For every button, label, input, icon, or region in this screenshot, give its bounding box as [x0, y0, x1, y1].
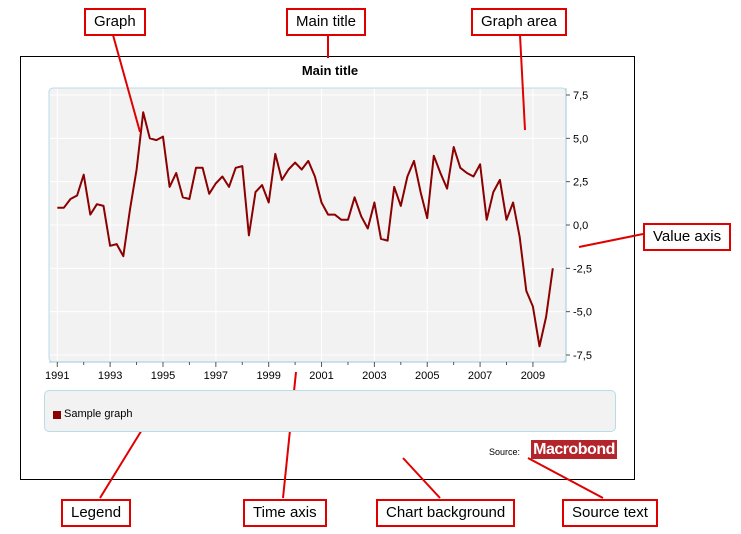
legend-label: Sample graph [64, 408, 133, 420]
callout-chart-background: Chart background [376, 499, 516, 527]
callout-graph: Graph [84, 8, 146, 36]
y-tick-label: -2,5 [573, 263, 592, 275]
plot-layer: 7,5 5,0 2,5 0,0 -2,5 -5,0 -7,5 1991 1993 1995 1997… [45, 87, 592, 382]
callout-line-chart-background [402, 457, 441, 499]
callout-line-graph-area [519, 34, 526, 131]
series-line [57, 111, 554, 348]
y-tick-label: 7,5 [573, 90, 588, 102]
x-tick-label: 1995 [151, 370, 175, 382]
x-tick-label: 2005 [415, 370, 439, 382]
callout-graph-area: Graph area [471, 8, 567, 36]
x-tick-label: 1997 [204, 370, 228, 382]
legend: Sample graph [44, 390, 616, 432]
y-tick-label: -7,5 [573, 350, 592, 362]
x-tick-label: 2001 [309, 370, 333, 382]
x-tick-label: 1993 [98, 370, 122, 382]
y-tick-label: 5,0 [573, 133, 588, 145]
callout-source-text: Source text [562, 499, 658, 527]
y-tick-label: 2,5 [573, 177, 588, 189]
x-tick-label: 2003 [362, 370, 386, 382]
x-tick-label: 2009 [521, 370, 545, 382]
callout-time-axis: Time axis [243, 499, 327, 527]
callout-legend: Legend [61, 499, 132, 527]
x-tick-label: 2007 [468, 370, 492, 382]
source-label: Source: [489, 447, 521, 457]
y-tick-label: -5,0 [573, 307, 592, 319]
x-tick-label: 1991 [45, 370, 69, 382]
callout-line-source-text [527, 457, 604, 499]
callout-main-title: Main title [286, 8, 367, 36]
callout-lines [99, 34, 644, 499]
callout-value-axis: Value axis [643, 223, 732, 251]
chart-title: Main title [301, 63, 359, 78]
legend-swatch [53, 411, 61, 419]
callout-line-value-axis [578, 233, 644, 248]
y-tick-label: 0,0 [573, 220, 588, 232]
x-tick-label: 1999 [256, 370, 280, 382]
callout-line-graph [112, 34, 141, 133]
callout-line-legend [99, 419, 149, 499]
macrobond-logo: Macrobond [531, 440, 617, 459]
